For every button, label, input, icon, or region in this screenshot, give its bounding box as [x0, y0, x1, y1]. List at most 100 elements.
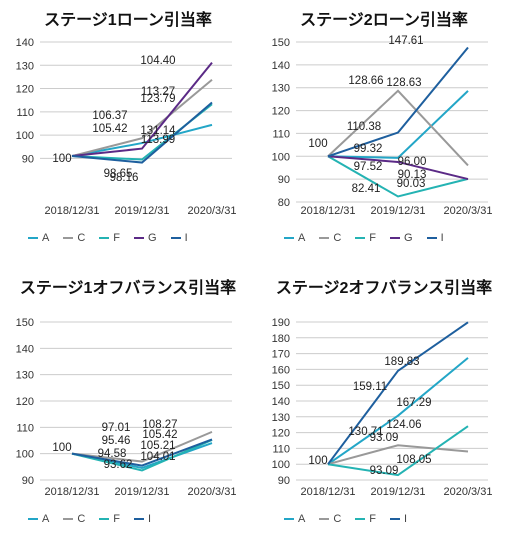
y-tick-label: 80: [278, 197, 290, 209]
data-label: 97.52: [354, 161, 383, 173]
legend-swatch: [134, 237, 145, 239]
legend-swatch: [99, 518, 110, 520]
data-label: 98.16: [110, 172, 139, 184]
x-tick-label: 2019/12/31: [370, 486, 425, 498]
y-tick-label: 130: [16, 60, 34, 72]
x-tick-label: 2020/3/31: [444, 486, 493, 498]
y-tick-label: 140: [272, 60, 290, 72]
y-tick-label: 110: [16, 422, 34, 434]
legend-label: I: [148, 513, 152, 525]
y-tick-label: 140: [16, 343, 34, 355]
x-tick-label: 2019/12/31: [114, 486, 169, 498]
data-label: 100: [52, 442, 71, 454]
data-label: 93.09: [370, 432, 399, 444]
x-tick-label: 2020/3/31: [444, 205, 493, 217]
legend-item-C: C: [63, 232, 85, 244]
y-tick-label: 110: [16, 107, 34, 119]
legend-swatch: [170, 237, 181, 239]
data-label: 82.41: [352, 183, 381, 195]
legend-item-I: I: [134, 513, 151, 525]
data-label: 167.29: [396, 397, 431, 409]
y-tick-label: 130: [272, 412, 290, 424]
legend-item-A: A: [28, 513, 49, 525]
y-tick-label: 100: [16, 130, 34, 142]
y-tick-label: 160: [272, 364, 290, 376]
series-line-A: [327, 90, 469, 159]
legend-label: F: [113, 513, 121, 525]
series-line-G: [71, 61, 213, 158]
x-tick-label: 2018/12/31: [300, 205, 355, 217]
data-label: 131.14: [140, 125, 176, 137]
legend-item-I: I: [170, 232, 188, 244]
series-line-I: [327, 321, 469, 465]
y-tick-label: 100: [272, 459, 290, 471]
data-label: 110.38: [347, 121, 381, 133]
data-label: 90.03: [397, 178, 426, 190]
legend-swatch: [390, 237, 401, 239]
series-line-F: [71, 439, 213, 472]
line-chart: 90 100 110 120 130 140 150 160 170 180 190 2018/12/…: [272, 317, 493, 498]
data-label: 97.01: [102, 422, 131, 434]
legend-swatch: [284, 237, 294, 239]
x-tick-label: 2018/12/31: [44, 486, 99, 498]
y-tick-label: 120: [272, 106, 290, 118]
x-tick-label: 2018/12/31: [300, 486, 355, 498]
x-tick-label: 2018/12/31: [44, 205, 99, 217]
data-label: 128.66: [348, 75, 383, 87]
x-tick-label: 2019/12/31: [370, 205, 425, 217]
legend-item-F: F: [355, 232, 376, 244]
series-line-I: [71, 438, 213, 467]
chart-panel-stage2-offbalance: ステージ2オフバランス引当率 90 100 110 120 130 140 150 160 17…: [256, 268, 512, 535]
chart-title: ステージ2ローン引当率: [300, 12, 468, 29]
legend-label: A: [298, 232, 306, 244]
y-tick-label: 120: [272, 428, 290, 440]
legend-label: F: [369, 232, 377, 244]
legend-label: C: [77, 232, 86, 244]
series-line-C: [71, 430, 213, 463]
legend-item-F: F: [99, 232, 120, 244]
y-tick-label: 110: [272, 128, 290, 140]
legend-label: I: [404, 513, 408, 525]
data-label: 159.11: [353, 381, 387, 393]
data-label: 106.37: [92, 110, 127, 122]
legend-item-I: I: [426, 232, 444, 244]
series-line-A: [71, 123, 213, 158]
legend-swatch: [426, 237, 437, 239]
y-tick-label: 90: [278, 475, 290, 487]
y-tick-label: 90: [278, 174, 290, 186]
legend-swatch: [284, 518, 294, 520]
data-label: 90.13: [398, 169, 427, 181]
data-label: 147.61: [388, 35, 423, 47]
data-label: 105.21: [140, 440, 175, 452]
series-line-C: [71, 78, 213, 158]
y-tick-label: 130: [16, 370, 34, 382]
x-tick-label: 2020/3/31: [188, 205, 237, 217]
data-label: 100: [308, 138, 327, 150]
series-line-C: [327, 89, 469, 167]
legend-item-C: C: [319, 232, 341, 244]
legend-swatch: [28, 237, 38, 239]
legend-swatch: [319, 237, 330, 239]
y-tick-label: 90: [22, 475, 34, 487]
legend-item-F: F: [355, 513, 376, 525]
y-tick-label: 180: [272, 333, 290, 345]
legend-label: F: [113, 232, 121, 244]
legend-label: A: [42, 232, 50, 244]
series-line-A: [327, 357, 469, 466]
series-line-I: [71, 101, 213, 164]
y-tick-label: 170: [272, 349, 290, 361]
y-tick-label: 100: [16, 449, 34, 461]
data-label: 108.05: [396, 454, 431, 466]
data-label: 94.58: [98, 448, 127, 460]
y-tick-label: 140: [16, 37, 34, 49]
y-tick-label: 120: [16, 396, 34, 408]
data-label: 189.83: [384, 356, 419, 368]
data-label: 124.06: [386, 419, 421, 431]
y-tick-label: 120: [16, 84, 34, 96]
legend-item-G: G: [134, 232, 157, 244]
data-label: 100: [308, 455, 327, 467]
